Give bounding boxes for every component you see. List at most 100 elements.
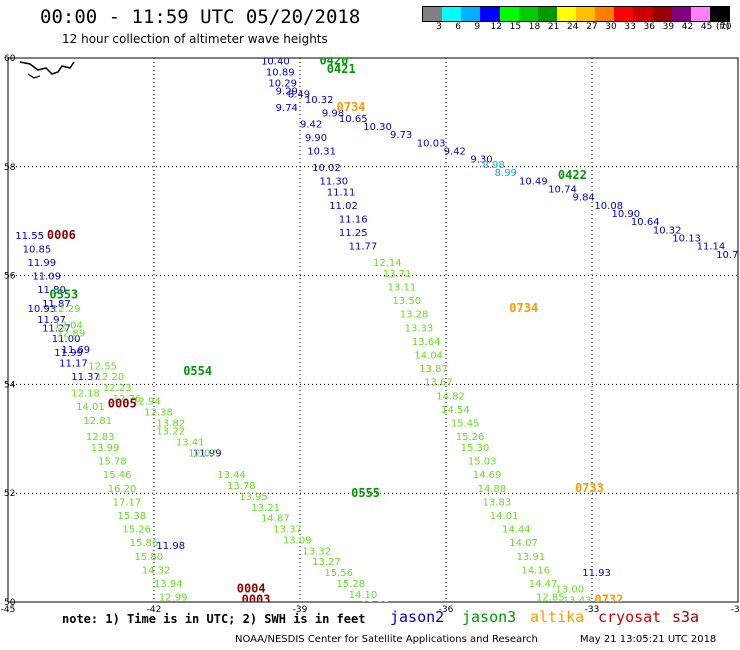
satellite-altika: altika — [530, 608, 585, 626]
wave-height-value: 11.99 — [54, 348, 83, 359]
wave-height-value: 10.30 — [363, 122, 392, 133]
wave-height-value: 11.16 — [339, 214, 368, 225]
wave-height-value: 11.80 — [37, 285, 66, 296]
wave-height-value: 8.98 — [483, 160, 505, 171]
wave-height-value: 15.45 — [451, 418, 480, 429]
wave-height-value: 14.87 — [261, 514, 290, 525]
wave-height-value: 8.99 — [495, 168, 517, 179]
legend-swatch — [671, 7, 691, 21]
wave-height-value: 13.64 — [412, 337, 441, 348]
legend-swatch — [537, 7, 557, 21]
wave-height-value: 13.21 — [251, 503, 280, 514]
legend-swatch — [690, 7, 710, 21]
lat-tick-label: 52 — [4, 489, 15, 499]
wave-height-value: 11.99 — [27, 258, 56, 269]
wave-height-value: 10.74 — [548, 185, 577, 196]
legend-swatch — [461, 7, 481, 21]
legend-label: 42 — [681, 22, 694, 32]
wave-height-value: 10.93 — [27, 304, 56, 315]
map-frame — [7, 57, 739, 603]
wave-height-value: 12.81 — [83, 416, 112, 427]
map-title: 00:00 - 11:59 UTC 05/20/2018 — [40, 6, 361, 28]
wave-height-value: 9.90 — [305, 133, 327, 144]
wave-height-value: 13.33 — [405, 323, 434, 334]
wave-height-value: 12.07 — [188, 448, 217, 459]
pass-time-label: 0004 — [237, 581, 266, 595]
wave-height-value: 12.23 — [103, 383, 132, 394]
legend-label: 36 — [643, 22, 655, 32]
wave-height-value: 17.17 — [113, 497, 142, 508]
legend-swatch — [652, 7, 672, 21]
lat-tick-label: 56 — [4, 272, 16, 282]
legend-label: (ft) — [716, 22, 730, 32]
wave-height-value: 15.03 — [468, 457, 497, 468]
legend-swatch — [423, 7, 443, 21]
legend-label: 70 — [720, 22, 732, 32]
wave-height-value: 9.84 — [573, 193, 595, 204]
map-subtitle: 12 hour collection of altimeter wave hei… — [62, 32, 328, 46]
wave-height-value: 10.31 — [307, 146, 336, 157]
legend-label: 18 — [528, 22, 541, 32]
wave-height-value: 14.54 — [441, 405, 470, 416]
wave-height-value: 13.95 — [239, 492, 268, 503]
wave-height-value: 16.20 — [108, 484, 137, 495]
pass-time-label: 0422 — [558, 168, 587, 182]
wave-height-value: 10.32 — [653, 225, 682, 236]
wave-height-value: 15.86 — [130, 538, 159, 549]
legend-swatch — [595, 7, 615, 21]
legend-swatch — [614, 7, 634, 21]
pass-time-label: 0005 — [108, 396, 137, 410]
wave-height-value: 14.69 — [473, 470, 502, 481]
wave-height-value: 11.93 — [582, 568, 611, 579]
wave-height-value: 9.42 — [444, 146, 466, 157]
legend-swatch — [480, 7, 500, 21]
wave-height-value: 13.32 — [302, 546, 331, 557]
pass-time-label: 0006 — [47, 228, 76, 242]
wave-height-value: 15.55 — [361, 601, 390, 612]
wave-height-value: 15.26 — [456, 432, 485, 443]
legend-swatch — [709, 7, 729, 21]
wave-height-value: 11.14 — [697, 242, 726, 253]
wave-height-value: 10.90 — [611, 209, 640, 220]
wave-height-value: 13.09 — [283, 535, 312, 546]
generated-time: May 21 13:05:21 UTC 2018 — [580, 634, 717, 645]
coastline — [19, 61, 75, 75]
wave-height-value: 13.83 — [483, 497, 512, 508]
wave-height-value: 10.02 — [312, 163, 341, 174]
lon-tick-label: -36 — [439, 605, 454, 615]
wave-height-value: 14.89 — [410, 644, 439, 650]
lon-tick-label: -45 — [1, 605, 16, 615]
wave-height-value: 13.28 — [400, 310, 429, 321]
wave-height-value: 15.46 — [103, 470, 132, 481]
legend-swatch — [499, 7, 519, 21]
legend-label: 12 — [490, 22, 502, 32]
lon-tick-label: -30 — [731, 605, 740, 615]
lon-tick-label: -39 — [293, 605, 308, 615]
wave-height-value: 14.01 — [76, 402, 105, 413]
wave-height-value: 11.69 — [62, 345, 91, 356]
wave-height-value: 14.82 — [436, 391, 465, 402]
wave-height-value: 15.26 — [122, 525, 151, 536]
satellite-jason3: jason3 — [462, 608, 517, 626]
legend-swatch — [576, 7, 596, 21]
wave-height-value: 14.32 — [142, 565, 171, 576]
legend-label: 6 — [455, 22, 461, 32]
wave-height-value: 12.20 — [96, 372, 125, 383]
wave-height-value: 15.28 — [337, 579, 366, 590]
wave-height-value: 11.37 — [71, 372, 100, 383]
wave-height-value: 12.29 — [52, 304, 81, 315]
lat-tick-label: 60 — [4, 54, 16, 64]
wave-height-value: 14.01 — [490, 511, 519, 522]
wave-height-value: 9.74 — [276, 103, 298, 114]
color-legend — [422, 6, 730, 22]
wave-height-value: 11.00 — [52, 334, 81, 345]
wave-height-value: 11.27 — [42, 323, 71, 334]
wave-height-value: 9.98 — [322, 108, 344, 119]
satellite-cryosat: cryosat — [598, 608, 662, 626]
wave-height-value: 15.38 — [118, 511, 147, 522]
wave-height-value: 11.87 — [42, 299, 71, 310]
wave-height-value: 11.98 — [156, 541, 185, 552]
wave-height-value: 11.30 — [319, 176, 348, 187]
legend-label: 45 — [700, 22, 713, 32]
legend-label: 9 — [474, 22, 481, 32]
